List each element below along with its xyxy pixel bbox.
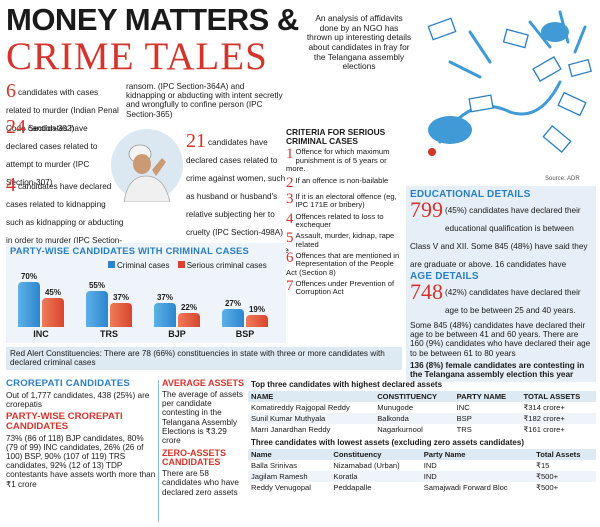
partywise-text: 73% (86 of 118) BJP candidates, 80% (79 …	[6, 433, 156, 489]
bar-value-label: 37%	[156, 292, 173, 302]
criteria-item: 6 Offences that are mentioned in Represen…	[286, 252, 400, 277]
stat-number: 24	[6, 116, 26, 138]
hands-money-illustration	[410, 2, 598, 170]
criteria-item: 1 Offence for which maximum punishment is…	[286, 148, 390, 174]
title-line1: MONEY MATTERS &	[6, 2, 299, 37]
age-female: 136 (8%) female candidates are contestin…	[410, 360, 585, 379]
criteria-item: 4 Offences related to loss to exchequer	[286, 212, 384, 230]
stat-text: candidates with cases related to murder …	[6, 88, 119, 133]
age-number: 748	[410, 279, 443, 304]
col-header: TOTAL ASSETS	[520, 390, 596, 402]
bar-bsp-serious	[246, 314, 268, 327]
criteria-item: 3 If it is an electoral offence (eg, IPC …	[286, 193, 397, 210]
category-label: TRS	[100, 329, 118, 339]
bar-value-label: 27%	[224, 299, 241, 309]
age-text2: Some 845 (48%) candidates have declared …	[410, 321, 591, 358]
stat-text: candidates have declared cases related t…	[6, 124, 98, 187]
col-header: Party Name	[420, 448, 534, 460]
stat-number: 6	[6, 80, 16, 102]
bar-value-label: 45%	[44, 287, 61, 297]
age-text1: (42%) candidates have declared their age…	[445, 288, 581, 315]
bar-value-label: 70%	[20, 271, 37, 281]
party-chart: PARTY-WISE CANDIDATES WITH CRIMINAL CASE…	[6, 243, 286, 343]
praying-man-illustration	[110, 128, 184, 203]
stat-number: 21	[186, 130, 206, 152]
stat-attempt-murder: 24 candidates have declared cases relate…	[6, 116, 110, 190]
source-label: Source: ADR	[545, 176, 580, 182]
criteria-panel: CRITERIA FOR SERIOUS CRIMINAL CASES 1 Off…	[286, 127, 400, 300]
bar-value-label: 55%	[88, 281, 105, 291]
col-header: Constituency	[330, 448, 421, 460]
top-assets-table: Top three candidates with highest declar…	[248, 380, 596, 493]
legend-criminal: Criminal cases	[117, 261, 170, 270]
red-alert-banner: Red Alert Constituencies: There are 78 (…	[6, 347, 402, 370]
table-row: Komatireddy Rajgopal Reddy Munugode INC ₹31…	[251, 402, 565, 412]
avg-assets-text: The average of assets per candidate cont…	[162, 390, 244, 445]
education-number: 799	[410, 197, 443, 222]
criteria-item: 2 If an offence is non-bailable	[286, 176, 389, 190]
col-header: PARTY NAME	[453, 390, 521, 402]
education-title: EDUCATIONAL DETAILS	[410, 189, 531, 200]
category-label: BSP	[235, 329, 255, 339]
criteria-title: CRITERIA FOR SERIOUS CRIMINAL CASES	[286, 127, 386, 147]
table-header-row: Name Constituency Party Name Total Asset…	[248, 448, 596, 460]
top-table-caption: Top three candidates with highest declar…	[251, 380, 443, 389]
col-header: NAME	[248, 390, 375, 402]
bar-inc-criminal	[18, 281, 40, 327]
age-panel: AGE DETAILS 748 (42%) candidates have de…	[406, 268, 596, 383]
bar-inc-serious	[42, 297, 64, 327]
table-row: Marri Janardhan Reddy Nagarkurnool TRS ₹161…	[251, 424, 565, 434]
zero-assets-title: ZERO-ASSETS CANDIDATES	[162, 448, 227, 468]
crorepati-panel: CROREPATI CANDIDATES Out of 1,777 candid…	[6, 378, 156, 489]
chart-title: PARTY-WISE CANDIDATES WITH CRIMINAL CASE…	[10, 245, 249, 256]
avg-assets-title: AVERAGE ASSETS	[162, 378, 245, 388]
page-title: MONEY MATTERS & CRIME TALES	[6, 2, 306, 78]
stat-murder: 6 candidates with cases related to murde…	[6, 80, 124, 136]
intro-text: An analysis of affidavits done by an NGO…	[306, 13, 412, 72]
table-row: Sunil Kumar Muthyala Balkonda BSP ₹182 cror…	[248, 412, 596, 424]
table-row: Jagilam Ramesh Koratla IND ₹500+	[248, 470, 596, 482]
bar-value-label: 37%	[112, 292, 129, 302]
bar-value-label: 19%	[248, 304, 265, 314]
bar-bjp-serious	[178, 312, 200, 327]
bar-trs-criminal	[86, 291, 108, 327]
col-header: Name	[248, 448, 331, 460]
col-header: CONSTITUENCY	[374, 390, 454, 402]
low-table-caption: Three candidates with lowest assets (exc…	[251, 437, 524, 447]
stat-number: 4	[6, 174, 16, 196]
category-label: BJP	[168, 329, 186, 339]
chart-legend: Criminal cases Serious criminal cases	[108, 261, 267, 270]
partywise-title: PARTY-WISE CROREPATI CANDIDATES	[6, 411, 123, 432]
crorepati-text: Out of 1,777 candidates, 438 (25%) are c…	[6, 391, 150, 410]
zero-assets-text: There are 58 candidates who have declare…	[162, 469, 239, 497]
legend-serious: Serious criminal cases	[186, 261, 267, 270]
low-assets-table: Name Constituency Party Name Total Asset…	[248, 448, 596, 493]
stat-kidnapping-cont: ransom. (IPC Section-364A) and kidnappin…	[126, 82, 283, 119]
bar-trs-serious	[110, 302, 132, 327]
bar-value-label: 22%	[180, 302, 197, 312]
title-line2: CRIME TALES	[6, 34, 268, 78]
criteria-item: 5 Assault, murder, kidnap, rape related	[286, 232, 395, 249]
chart-plot: 70% 45% INC 55% 37% TRS 37% 22% BJP 27% 19% BSP	[6, 243, 286, 343]
criteria-item: 7 Offences under Prevention of Corruption…	[286, 280, 395, 297]
table-row: Balla Srinivas Nizamabad (Urban) IND ₹15	[251, 460, 550, 470]
avg-assets-panel: AVERAGE ASSETS The average of assets per…	[162, 378, 244, 497]
bar-bjp-criminal	[154, 302, 176, 327]
category-label: INC	[33, 329, 49, 339]
bar-bsp-criminal	[222, 309, 244, 327]
age-title: AGE DETAILS	[410, 271, 479, 282]
col-header: Total Assets	[533, 448, 596, 460]
crorepati-title: CROREPATI CANDIDATES	[6, 378, 130, 389]
table-row: Reddy Venugopal Peddapalle Samajwadi Forwa…	[251, 482, 559, 492]
table-header-row: NAME CONSTITUENCY PARTY NAME TOTAL ASSET…	[248, 390, 596, 402]
